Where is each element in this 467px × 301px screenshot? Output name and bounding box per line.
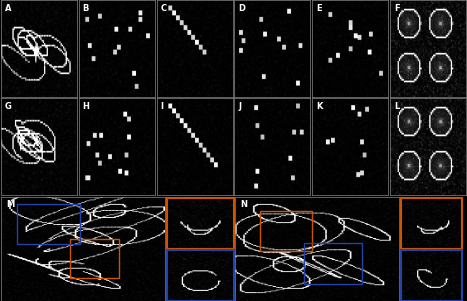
Bar xyxy=(17,204,79,244)
Text: G: G xyxy=(5,102,12,111)
Text: C: C xyxy=(160,4,167,13)
Text: F: F xyxy=(394,4,400,13)
Text: H: H xyxy=(83,102,90,111)
Text: K: K xyxy=(316,102,322,111)
Text: B: B xyxy=(83,4,89,13)
Text: M: M xyxy=(6,200,14,209)
Text: N: N xyxy=(241,200,248,209)
Text: E: E xyxy=(316,4,322,13)
Text: L: L xyxy=(394,102,399,111)
Bar xyxy=(260,211,312,251)
Bar xyxy=(70,238,119,278)
Text: D: D xyxy=(238,4,245,13)
Bar xyxy=(304,243,361,284)
Text: A: A xyxy=(5,4,11,13)
Text: J: J xyxy=(238,102,241,111)
Text: I: I xyxy=(160,102,163,111)
